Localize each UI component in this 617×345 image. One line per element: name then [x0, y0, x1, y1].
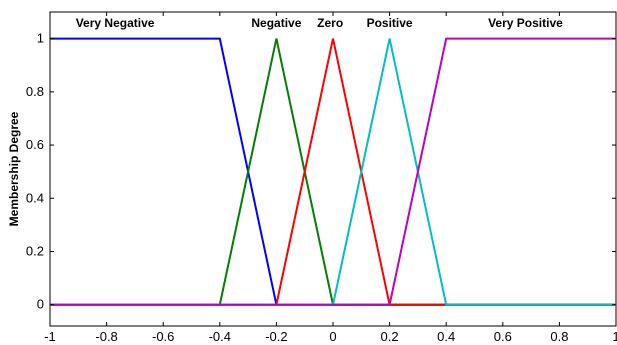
y-tick-label: 0.4 — [26, 190, 44, 205]
y-tick-label: 0.8 — [26, 84, 44, 99]
x-tick-label: 0.6 — [494, 329, 512, 344]
series-label-zero: Zero — [317, 16, 343, 30]
y-axis-label: Membership Degree — [7, 111, 21, 226]
x-tick-label: -0.6 — [152, 329, 174, 344]
x-tick-label: -1 — [44, 329, 56, 344]
x-tick-label: 0.2 — [381, 329, 399, 344]
plot-area — [50, 12, 616, 326]
series-labels-layer: Very Negative Negative Zero Positive Very Po… — [76, 16, 563, 30]
y-tick-label: 0.6 — [26, 137, 44, 152]
series-label-very-positive: Very Positive — [488, 16, 563, 30]
series-label-positive: Positive — [367, 16, 413, 30]
x-tick-label: 0 — [329, 329, 336, 344]
series-label-negative: Negative — [251, 16, 301, 30]
y-tick-label: 0 — [37, 297, 44, 312]
x-tick-label: 0.8 — [550, 329, 568, 344]
y-tick-label: 0.2 — [26, 243, 44, 258]
x-tick-label: -0.8 — [95, 329, 117, 344]
series-label-very-negative: Very Negative — [76, 16, 155, 30]
x-tick-label: -0.2 — [265, 329, 287, 344]
x-tick-label: 1 — [612, 329, 617, 344]
x-tick-label: -0.4 — [209, 329, 231, 344]
y-tick-label: 1 — [37, 31, 44, 46]
x-tick-label: 0.4 — [437, 329, 455, 344]
